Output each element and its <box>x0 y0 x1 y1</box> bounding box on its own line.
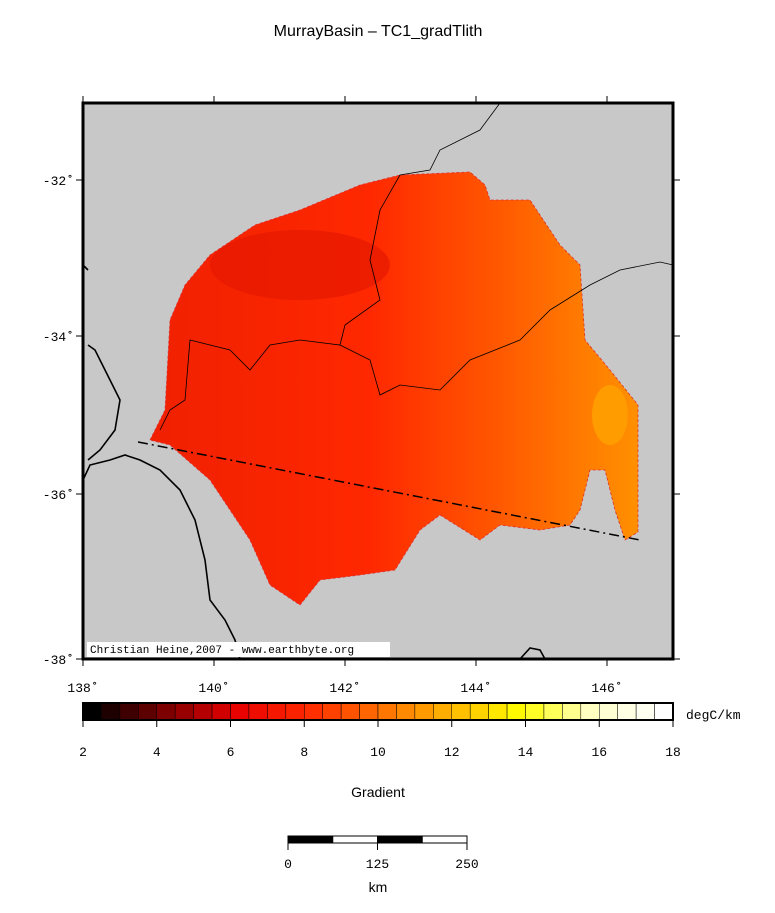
lon-label: 140˚ <box>198 681 229 696</box>
colorbar-tick-label: 6 <box>227 745 235 760</box>
colorbar-cell <box>156 702 176 721</box>
colorbar-cell <box>82 702 102 721</box>
lat-label: -38˚ <box>43 653 74 668</box>
scalebar-segment <box>287 835 334 844</box>
colorbar-cell <box>119 702 139 721</box>
colorbar-cell <box>322 702 342 721</box>
colorbar-cell <box>506 702 526 721</box>
colorbar-tick-label: 12 <box>444 745 460 760</box>
title: MurrayBasin – TC1_gradTlith <box>274 23 483 40</box>
colorbar-cell <box>174 702 194 721</box>
scalebar-tick-label: 0 <box>284 857 292 872</box>
scalebar-tick-label: 250 <box>455 857 478 872</box>
lat-label: -32˚ <box>43 174 74 189</box>
colorbar-unit: degC/km <box>686 708 741 723</box>
colorbar-cell <box>617 702 637 721</box>
map: Christian Heine,2007 - www.earthbyte.org <box>81 101 675 661</box>
colorbar-tick-label: 4 <box>153 745 161 760</box>
scalebar-segment <box>421 835 468 844</box>
colorbar-cell <box>451 702 471 721</box>
scalebar-tick-label: 125 <box>366 857 389 872</box>
profile-line <box>137 441 641 541</box>
colorbar-cell <box>488 702 508 721</box>
colorbar-cell <box>654 702 674 721</box>
colorbar-cell <box>414 702 434 721</box>
colorbar-cell <box>469 702 489 721</box>
colorbar-cell <box>285 702 305 721</box>
rivers <box>159 102 674 431</box>
colorbar-tick-label: 8 <box>300 745 308 760</box>
lat-label: -36˚ <box>43 488 74 503</box>
colorbar-cell <box>340 702 360 721</box>
colorbar-tick-label: 16 <box>591 745 607 760</box>
colorbar-tick-label: 2 <box>79 745 87 760</box>
lon-label: 144˚ <box>460 681 491 696</box>
map-frame <box>81 101 675 661</box>
scalebar-unit: km <box>369 879 388 895</box>
scalebar: 0 125 250 <box>284 835 479 872</box>
colorbar-cell <box>138 702 157 721</box>
colorbar-cell <box>543 702 563 721</box>
gradient-high <box>592 385 628 445</box>
colorbar-cell <box>101 702 121 721</box>
colorbar-cell <box>635 702 655 721</box>
gradient-low <box>210 230 390 300</box>
scalebar-segment <box>377 835 423 844</box>
lon-label: 146˚ <box>591 681 622 696</box>
credit-box <box>87 642 390 657</box>
colorbar-tick-label: 14 <box>518 745 534 760</box>
colorbar-cell <box>377 702 397 721</box>
lon-label: 138˚ <box>67 681 98 696</box>
colorbar-cell <box>211 702 231 721</box>
colorbar-cell <box>599 702 618 721</box>
lat-label: -34˚ <box>43 330 74 345</box>
colorbar-cell <box>267 702 287 721</box>
colorbar-label: Gradient <box>351 784 405 800</box>
colorbar: 2 4 6 8 10 12 14 16 18 <box>79 702 681 760</box>
colorbar-cell <box>304 702 323 721</box>
colorbar-cell <box>396 702 416 721</box>
credit: Christian Heine,2007 - www.earthbyte.org <box>90 645 354 657</box>
colorbar-cell <box>359 702 379 721</box>
colorbar-cell <box>248 702 268 721</box>
colorbar-cell <box>193 702 213 721</box>
colorbar-cell <box>525 702 545 721</box>
scalebar-segment <box>332 835 378 844</box>
lon-label: 142˚ <box>329 681 360 696</box>
colorbar-tick-label: 10 <box>370 745 386 760</box>
colorbar-cell <box>580 702 600 721</box>
colorbar-cell <box>230 702 250 721</box>
colorbar-cell <box>433 702 452 721</box>
colorbar-tick-label: 18 <box>665 745 681 760</box>
colorbar-cell <box>562 702 582 721</box>
coastline <box>82 264 546 660</box>
